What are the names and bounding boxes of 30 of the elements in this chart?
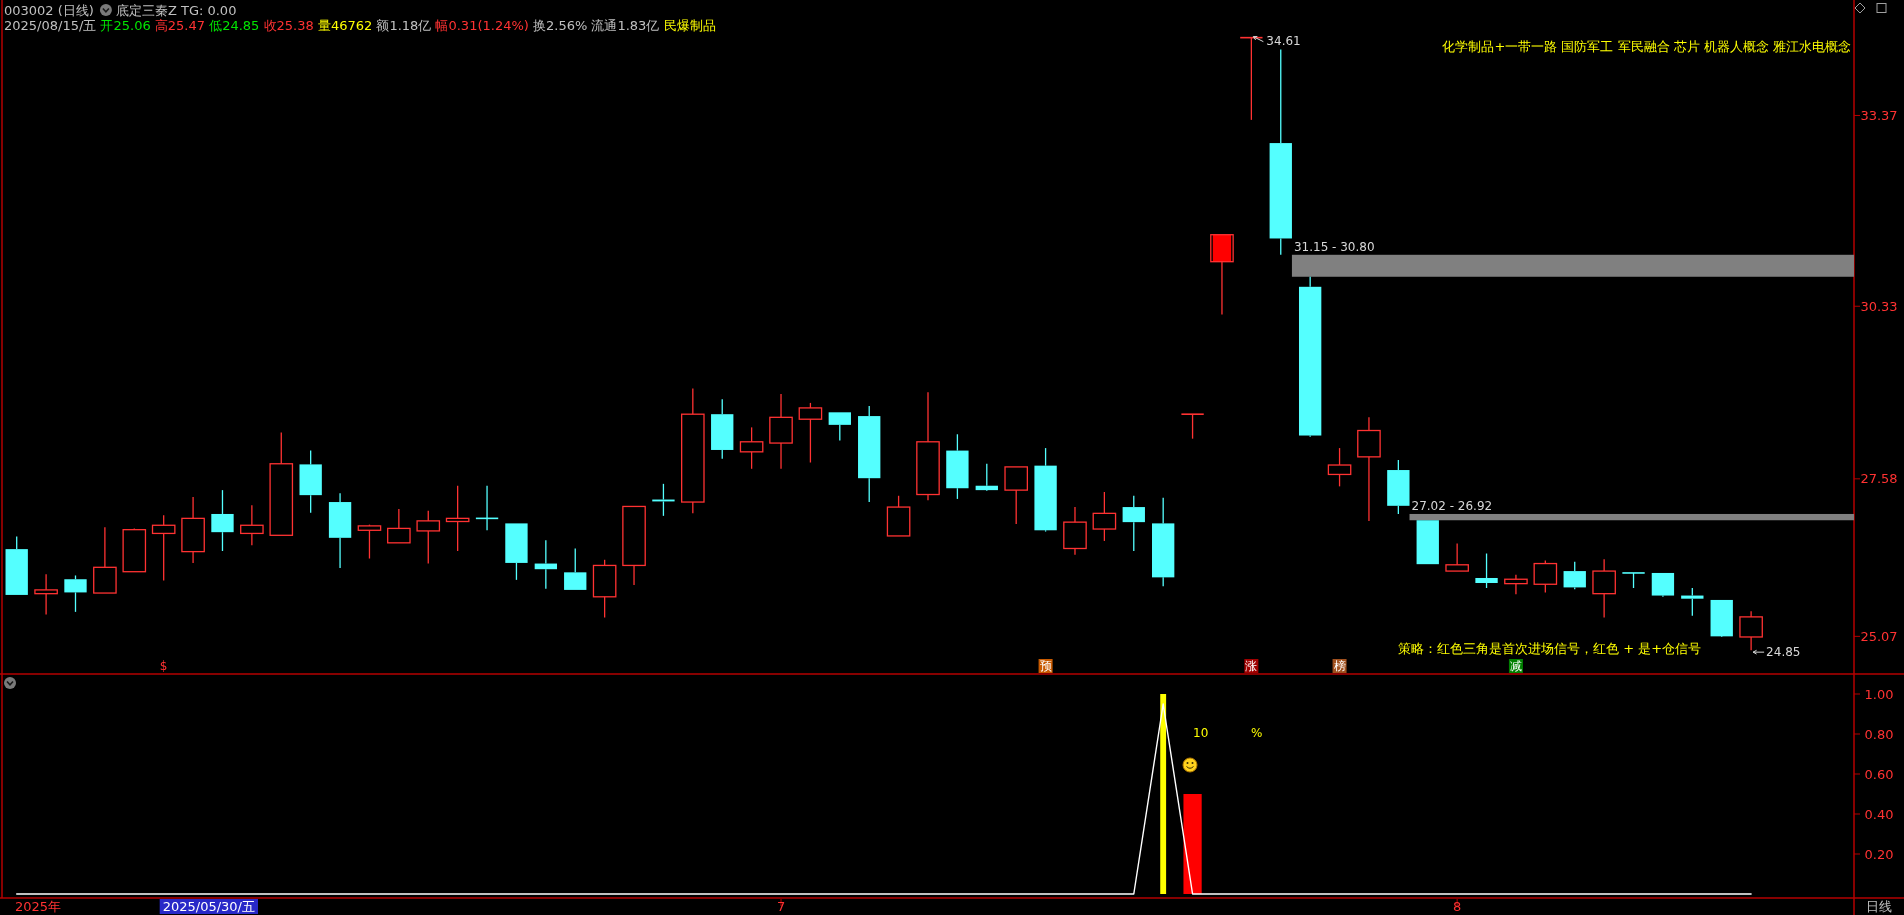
y-tick-label: 0.80 — [1864, 726, 1894, 742]
y-tick-label: 0.60 — [1864, 766, 1894, 782]
y-tick-label: 1.00 — [1864, 686, 1894, 702]
annotation: 减 — [1509, 659, 1522, 673]
annotation: 预 — [1039, 659, 1052, 673]
band-label: 31.15 - 30.80 — [1293, 239, 1375, 254]
text: 日线 — [1866, 898, 1892, 914]
y-tick-label: 27.58 — [1860, 471, 1898, 487]
annotation: 34.61 — [1266, 33, 1301, 48]
x-tick-label: 8 — [1453, 898, 1462, 914]
chart-title: 003002 (日线) — [4, 2, 94, 18]
annotation: 榜 — [1333, 659, 1346, 673]
annotation: 涨 — [1245, 659, 1258, 673]
y-tick-label: 30.33 — [1860, 298, 1898, 314]
annotation: 化学制品+一带一路 国防军工 军民融合 芯片 机器人概念 雅江水电概念 — [1442, 38, 1851, 54]
text: 2025/08/15/五 开25.06 高25.47 低24.85 收25.38 量46762 额1.18亿 幅0.31(1.24%) 换2.56% 流通1.83亿 民爆制品 — [4, 17, 716, 33]
annotation: $ — [159, 659, 168, 673]
annotation: 策略：红色三角是首次进场信号，红色 + 是+仓信号 — [1398, 640, 1702, 656]
text: 2025年 — [15, 898, 62, 914]
y-tick-label: 25.07 — [1860, 628, 1898, 644]
annotation: 底定三秦Z TG: 0.00 — [115, 2, 237, 18]
text: 2025/05/30/五 — [162, 898, 255, 914]
annotation: 24.85 — [1766, 645, 1801, 660]
y-tick-label: 0.20 — [1864, 846, 1894, 862]
y-tick-label: 0.40 — [1864, 806, 1894, 822]
annotation: 10 — [1193, 726, 1209, 740]
x-tick-label: 7 — [776, 898, 786, 914]
y-tick-label: 33.37 — [1860, 107, 1898, 123]
annotation: % — [1251, 726, 1263, 740]
band-label: 27.02 - 26.92 — [1411, 498, 1493, 513]
